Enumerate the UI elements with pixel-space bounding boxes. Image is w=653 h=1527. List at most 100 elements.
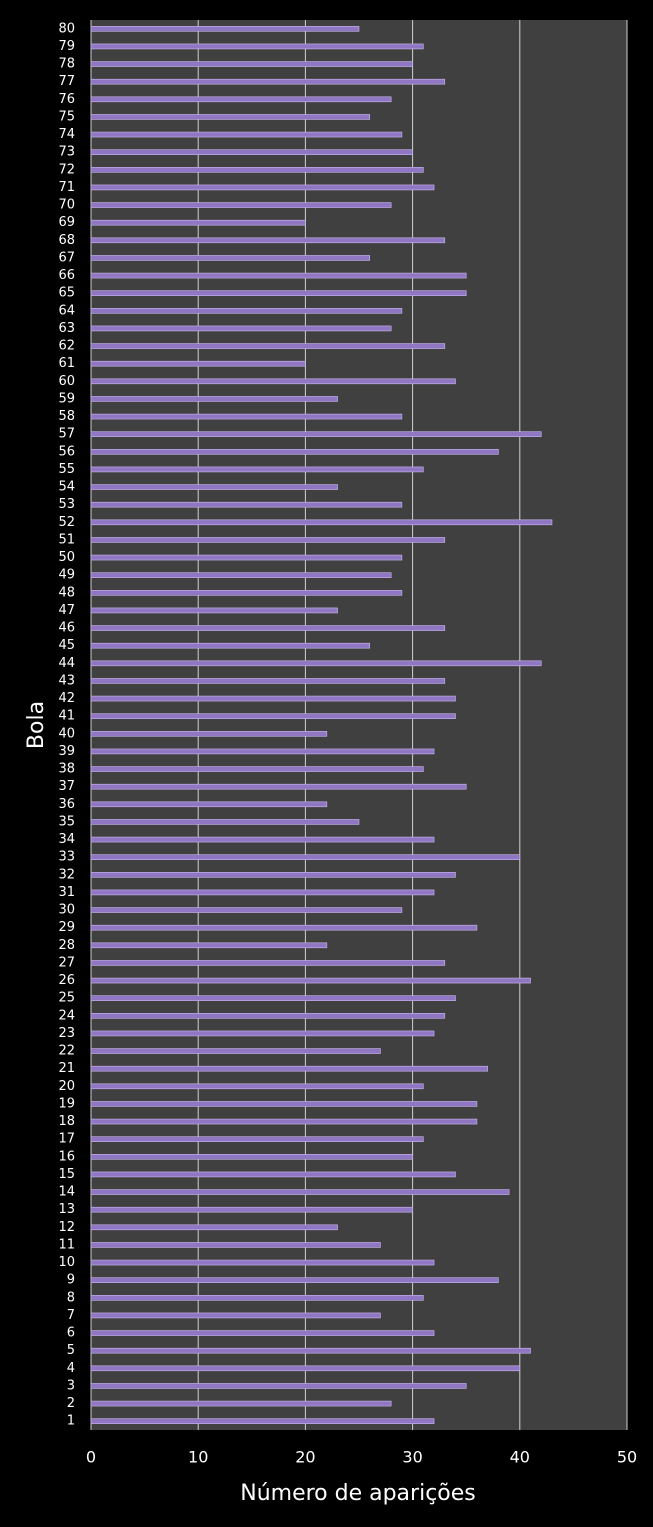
bar <box>90 1171 456 1178</box>
y-tick-label: 77 <box>58 74 75 89</box>
bar <box>90 61 413 67</box>
y-tick-label: 52 <box>58 515 75 530</box>
y-tick-label: 26 <box>58 973 75 988</box>
bar <box>90 1048 381 1054</box>
bar <box>90 872 456 878</box>
bar <box>90 131 403 138</box>
x-tick-label: 10 <box>188 1448 208 1467</box>
bar <box>90 378 456 385</box>
y-tick-label: 14 <box>58 1185 75 1200</box>
y-tick-label: 5 <box>67 1343 75 1358</box>
y-tick-label: 48 <box>58 585 75 600</box>
bar <box>90 748 435 755</box>
bar <box>90 1259 435 1266</box>
bar <box>90 1295 424 1301</box>
bar <box>90 766 424 772</box>
bar <box>90 167 424 173</box>
y-tick-label: 12 <box>58 1220 75 1235</box>
y-tick-label: 58 <box>58 409 75 424</box>
bar <box>90 1013 446 1019</box>
bar <box>90 449 499 455</box>
plot-area <box>91 20 627 1430</box>
bar <box>90 431 542 437</box>
x-axis-label: Número de aparições <box>240 1481 476 1506</box>
bar <box>90 1083 424 1090</box>
x-tick-label: 0 <box>86 1448 96 1467</box>
bar <box>90 501 403 508</box>
y-tick-label: 79 <box>58 39 75 54</box>
y-tick-label: 19 <box>58 1096 75 1111</box>
y-tick-label: 7 <box>67 1308 75 1323</box>
y-tick-label: 78 <box>58 57 75 72</box>
y-tick-label: 47 <box>58 603 75 618</box>
bar <box>90 995 456 1001</box>
y-tick-label: 20 <box>58 1079 75 1094</box>
y-tick-label: 53 <box>58 497 75 512</box>
y-tick-label: 34 <box>58 832 75 847</box>
y-tick-label: 37 <box>58 779 75 794</box>
bar <box>90 519 553 526</box>
bar <box>90 1347 531 1354</box>
bar <box>90 1383 467 1389</box>
y-tick-label: 22 <box>58 1044 75 1059</box>
bar <box>90 484 338 490</box>
bar <box>90 1101 478 1107</box>
bar <box>90 114 371 120</box>
y-tick-label: 67 <box>58 250 75 265</box>
bar <box>90 977 531 984</box>
bar <box>90 237 446 244</box>
y-tick-label: 45 <box>58 638 75 653</box>
bar <box>90 1224 338 1231</box>
y-tick-label: 30 <box>58 903 75 918</box>
y-tick-label: 3 <box>67 1378 75 1393</box>
y-tick-label: 70 <box>58 198 75 213</box>
bar <box>90 255 371 261</box>
y-axis-label: Bola <box>24 701 49 749</box>
y-tick-label: 36 <box>58 797 75 812</box>
bar <box>90 607 338 614</box>
bar <box>90 78 446 85</box>
y-tick-label: 63 <box>58 321 75 336</box>
y-tick-label: 57 <box>58 427 75 442</box>
y-tick-label: 55 <box>58 462 75 477</box>
bar <box>90 1065 488 1072</box>
bar <box>90 308 403 314</box>
bar <box>90 695 456 702</box>
bar <box>90 272 467 279</box>
y-tick-label: 76 <box>58 92 75 107</box>
y-tick-label: 32 <box>58 867 75 882</box>
bar <box>90 343 446 349</box>
y-tick-label: 11 <box>58 1237 75 1252</box>
bar <box>90 819 360 825</box>
bar <box>90 960 446 966</box>
bar <box>90 1400 392 1407</box>
y-tick-label: 64 <box>58 303 75 318</box>
y-tick-label: 2 <box>67 1396 75 1411</box>
bar <box>90 590 403 596</box>
bar <box>90 1154 413 1160</box>
bar <box>90 202 392 208</box>
x-tick-label: 20 <box>295 1448 315 1467</box>
y-tick-label: 73 <box>58 145 75 160</box>
y-tick-label: 60 <box>58 374 75 389</box>
y-tick-label: 18 <box>58 1114 75 1129</box>
bar <box>90 942 328 949</box>
bar <box>90 1365 521 1372</box>
bar <box>90 1206 413 1213</box>
bar <box>90 184 435 191</box>
y-tick-label: 1 <box>67 1414 75 1429</box>
bar <box>90 924 478 931</box>
y-tick-label: 15 <box>58 1167 75 1182</box>
bar <box>90 396 338 402</box>
y-tick-label: 38 <box>58 762 75 777</box>
y-tick-label: 10 <box>58 1255 75 1270</box>
bar <box>90 290 467 296</box>
bar <box>90 26 360 32</box>
y-tick-label: 13 <box>58 1202 75 1217</box>
y-tick-label: 75 <box>58 109 75 124</box>
y-tick-label: 43 <box>58 673 75 688</box>
bar <box>90 219 306 226</box>
bar <box>90 854 521 860</box>
y-tick-label: 51 <box>58 532 75 547</box>
